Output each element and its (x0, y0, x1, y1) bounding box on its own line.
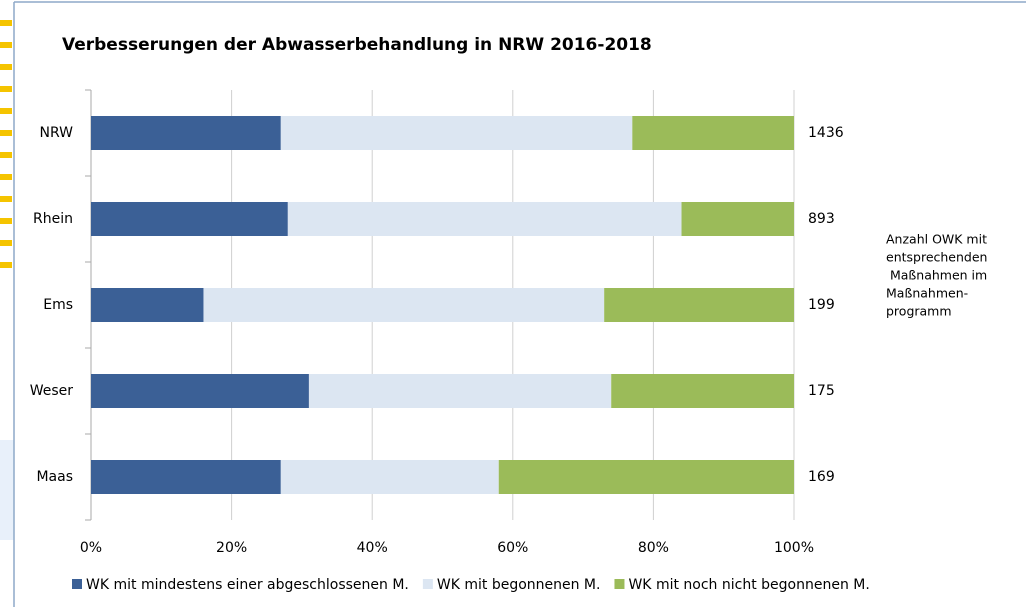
legend-label: WK mit begonnenen M. (437, 577, 601, 593)
decor (0, 196, 12, 202)
decor (0, 108, 12, 114)
bar-segment (611, 374, 794, 408)
y-tick-label: Ems (43, 297, 73, 313)
bar-segment (280, 460, 499, 494)
bar-segment (91, 202, 288, 236)
side-note: Maßnahmen- (886, 286, 968, 301)
left-strip (0, 0, 14, 290)
bar-segment (91, 116, 281, 150)
bar-segment (280, 116, 633, 150)
decor (0, 240, 12, 246)
decor (0, 64, 12, 70)
decor (0, 440, 14, 540)
total-label: 1436 (808, 125, 844, 141)
y-tick-label: NRW (40, 125, 74, 141)
decor (0, 174, 12, 180)
bar-segment (203, 288, 605, 322)
x-tick-label: 60% (497, 540, 528, 556)
total-label: 175 (808, 383, 835, 399)
total-label: 893 (808, 211, 835, 227)
side-note: entsprechenden (886, 250, 987, 265)
bar-segment (91, 460, 281, 494)
decor (0, 218, 12, 224)
legend-swatch (72, 579, 82, 589)
decor (0, 20, 12, 26)
bar-segment (632, 116, 794, 150)
x-tick-label: 80% (638, 540, 669, 556)
y-tick-label: Weser (30, 383, 74, 399)
x-tick-label: 100% (774, 540, 814, 556)
decor (0, 130, 12, 136)
total-label: 169 (808, 469, 835, 485)
bar-segment (91, 374, 309, 408)
legend-label: WK mit mindestens einer abgeschlossenen … (86, 577, 409, 593)
bar-segment (308, 374, 612, 408)
y-tick-label: Rhein (33, 211, 73, 227)
legend-swatch (614, 579, 625, 589)
side-note: Anzahl OWK mit (886, 232, 987, 247)
x-tick-label: 40% (357, 540, 388, 556)
bar-segment (498, 460, 794, 494)
legend-swatch (422, 579, 433, 589)
bar-segment (287, 202, 682, 236)
x-tick-label: 20% (216, 540, 247, 556)
decor (0, 262, 12, 268)
chart-title: Verbesserungen der Abwasserbehandlung in… (62, 35, 652, 55)
decor (0, 152, 12, 158)
total-label: 199 (808, 297, 835, 313)
y-tick-label: Maas (36, 469, 73, 485)
decor (0, 42, 12, 48)
bar-segment (681, 202, 794, 236)
bar-segment (604, 288, 794, 322)
legend-label: WK mit noch nicht begonnenen M. (628, 577, 869, 593)
x-tick-label: 0% (80, 540, 102, 556)
side-note: Maßnahmen im (886, 268, 987, 283)
bar-segment (91, 288, 204, 322)
side-note: programm (886, 304, 952, 319)
decor (0, 86, 12, 92)
